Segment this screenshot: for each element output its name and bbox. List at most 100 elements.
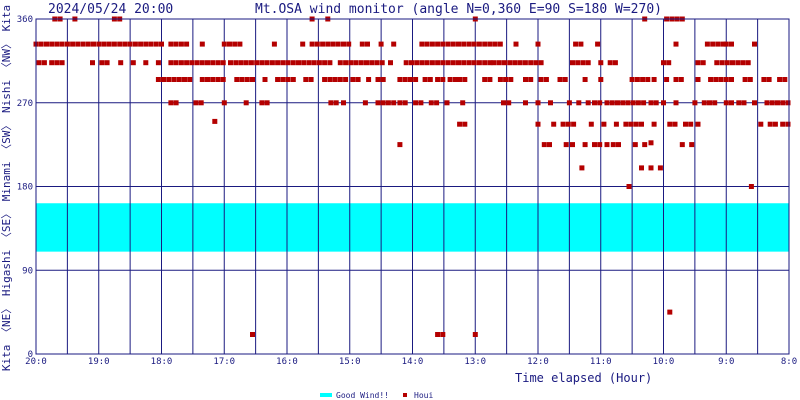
houi-point — [234, 77, 240, 82]
houi-point — [138, 41, 144, 47]
houi-point — [461, 60, 467, 66]
houi-point — [259, 60, 265, 66]
x-tick-label: 19:0 — [88, 357, 110, 367]
houi-point — [672, 121, 678, 127]
houi-point — [730, 60, 735, 66]
houi-point — [476, 41, 482, 47]
houi-point — [385, 100, 391, 106]
houi-point — [601, 121, 607, 127]
x-axis-label: Time elapsed (Hour) — [515, 371, 652, 385]
houi-point — [582, 142, 588, 148]
houi-point — [143, 41, 149, 47]
houi-point — [543, 77, 549, 82]
houi-point — [440, 332, 446, 337]
houi-point — [90, 60, 95, 66]
houi-point — [397, 77, 403, 82]
houi-point — [648, 140, 654, 146]
houi-point — [688, 121, 694, 127]
houi-point — [661, 60, 666, 66]
houi-point — [461, 41, 467, 47]
houi-point — [460, 100, 466, 106]
houi-point — [588, 121, 594, 127]
houi-point — [311, 60, 317, 66]
houi-point — [130, 60, 136, 66]
x-tick-label: 13:0 — [464, 357, 486, 367]
houi-point — [785, 100, 791, 106]
houi-point — [343, 60, 349, 66]
houi-point — [653, 100, 659, 106]
houi-point — [36, 60, 42, 66]
houi-point — [578, 41, 584, 47]
houi-point — [575, 60, 581, 66]
houi-point — [153, 41, 159, 47]
houi-point — [244, 77, 250, 82]
houi-point — [159, 41, 164, 47]
houi-point — [104, 60, 110, 66]
houi-point — [264, 100, 270, 106]
houi-point — [585, 100, 591, 106]
houi-point — [713, 77, 719, 82]
houi-point — [657, 165, 663, 171]
houi-point — [327, 60, 333, 66]
houi-point — [715, 41, 721, 47]
chart-title: Mt.OSA wind monitor (angle N=0,360 E=90 … — [255, 2, 662, 17]
houi-point — [168, 100, 174, 106]
houi-point — [761, 77, 767, 82]
houi-point — [456, 41, 461, 47]
houi-point — [155, 77, 161, 82]
houi-point — [369, 60, 375, 66]
x-tick-label: 11:0 — [590, 357, 612, 367]
houi-point — [280, 77, 286, 82]
houi-point — [615, 100, 620, 106]
legend: Good Wind!! Houi — [320, 391, 433, 400]
houi-point — [634, 77, 640, 82]
houi-point — [450, 41, 456, 47]
x-tick-label: 10:0 — [653, 357, 675, 367]
houi-point — [435, 60, 441, 66]
houi-point — [775, 100, 780, 106]
houi-point — [597, 142, 603, 148]
houi-point — [629, 77, 635, 82]
houi-point — [193, 100, 199, 106]
houi-point — [635, 100, 641, 106]
houi-point — [173, 100, 179, 106]
houi-point — [178, 60, 184, 66]
houi-point — [348, 60, 354, 66]
houi-point — [597, 100, 603, 106]
x-tick-label: 14:0 — [402, 357, 424, 367]
houi-point — [419, 41, 425, 47]
houi-point — [424, 60, 430, 66]
houi-point — [769, 100, 775, 106]
houi-point — [752, 100, 757, 106]
houi-point — [625, 100, 631, 106]
houi-point — [689, 142, 695, 148]
houi-point — [166, 77, 172, 82]
houi-point — [132, 41, 138, 47]
y-axis-label: Kita 〈NE〉 Higashi 〈SE〉 Minami 〈SW〉 Nishi… — [0, 5, 13, 371]
houi-point — [248, 60, 254, 66]
houi-point — [435, 77, 441, 82]
houi-point — [122, 41, 128, 47]
houi-point — [456, 60, 461, 66]
houi-point — [723, 100, 729, 106]
houi-point — [407, 77, 413, 82]
houi-point — [189, 60, 195, 66]
houi-point — [579, 165, 585, 171]
houi-point — [178, 41, 184, 47]
houi-point — [239, 77, 245, 82]
houi-point — [748, 184, 754, 189]
houi-point — [482, 60, 488, 66]
houi-point — [343, 77, 349, 82]
houi-point — [513, 41, 519, 47]
houi-point — [491, 60, 497, 66]
houi-point — [673, 100, 679, 106]
houi-point — [487, 77, 493, 82]
houi-point — [168, 41, 174, 47]
houi-point — [210, 77, 216, 82]
houi-point — [221, 41, 227, 47]
houi-point — [221, 100, 227, 106]
houi-point — [429, 41, 435, 47]
houi-point — [414, 60, 420, 66]
legend-houi-label: Houi — [414, 391, 433, 400]
